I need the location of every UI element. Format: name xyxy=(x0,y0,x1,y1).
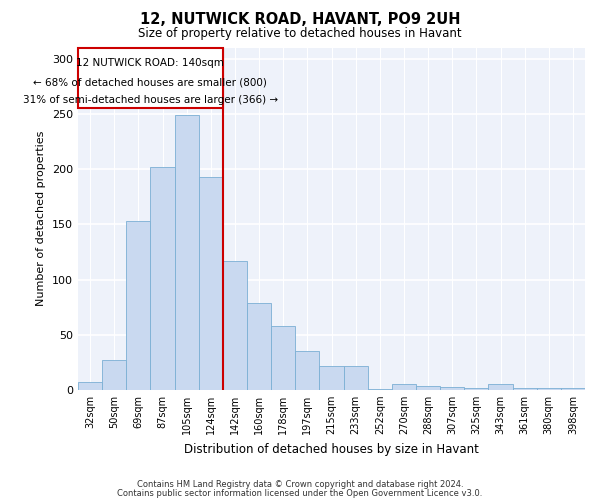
Bar xyxy=(151,167,175,390)
Bar xyxy=(126,221,151,390)
Y-axis label: Number of detached properties: Number of detached properties xyxy=(37,131,46,306)
Text: 12, NUTWICK ROAD, HAVANT, PO9 2UH: 12, NUTWICK ROAD, HAVANT, PO9 2UH xyxy=(140,12,460,28)
Text: ← 68% of detached houses are smaller (800): ← 68% of detached houses are smaller (80… xyxy=(34,77,268,87)
Bar xyxy=(488,384,512,390)
Bar xyxy=(78,382,102,390)
Text: Size of property relative to detached houses in Havant: Size of property relative to detached ho… xyxy=(138,28,462,40)
Text: Contains public sector information licensed under the Open Government Licence v3: Contains public sector information licen… xyxy=(118,490,482,498)
Bar xyxy=(319,366,344,390)
Bar xyxy=(416,386,440,390)
Bar xyxy=(368,389,392,390)
Bar xyxy=(247,302,271,390)
Bar xyxy=(223,260,247,390)
Bar xyxy=(102,360,126,390)
Bar xyxy=(537,388,561,390)
Text: Contains HM Land Registry data © Crown copyright and database right 2024.: Contains HM Land Registry data © Crown c… xyxy=(137,480,463,489)
Bar xyxy=(392,384,416,390)
Bar xyxy=(561,388,585,390)
Bar xyxy=(271,326,295,390)
X-axis label: Distribution of detached houses by size in Havant: Distribution of detached houses by size … xyxy=(184,442,479,456)
Bar xyxy=(344,366,368,390)
Bar xyxy=(199,177,223,390)
Bar xyxy=(175,115,199,390)
Text: 12 NUTWICK ROAD: 140sqm: 12 NUTWICK ROAD: 140sqm xyxy=(76,58,224,68)
Text: 31% of semi-detached houses are larger (366) →: 31% of semi-detached houses are larger (… xyxy=(23,96,278,106)
Bar xyxy=(512,388,537,390)
Bar xyxy=(295,352,319,390)
Bar xyxy=(440,386,464,390)
Bar xyxy=(464,388,488,390)
Bar xyxy=(78,48,223,108)
